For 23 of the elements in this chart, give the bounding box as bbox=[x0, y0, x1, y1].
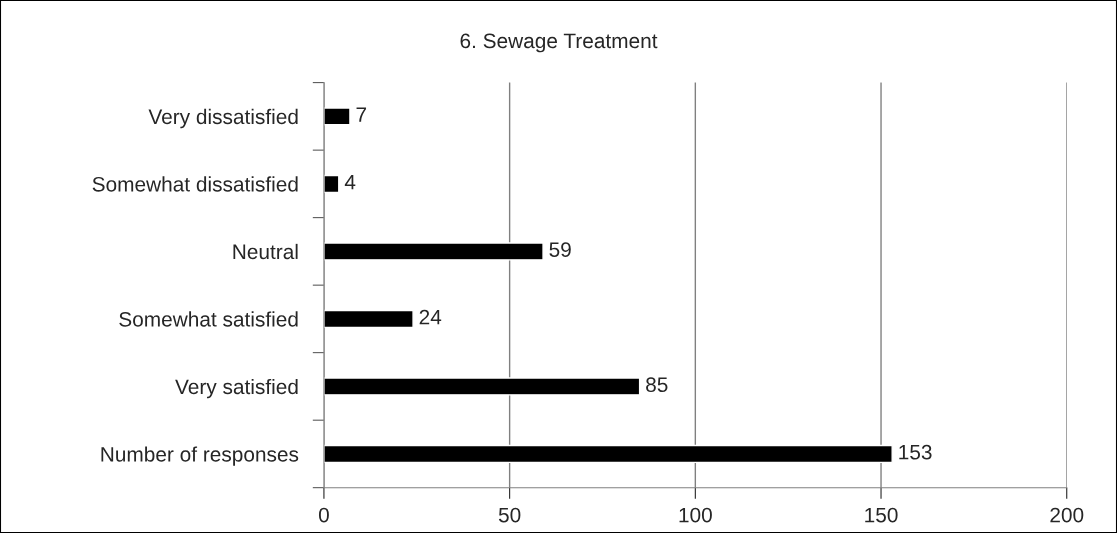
bar bbox=[323, 444, 893, 464]
data-label: 24 bbox=[419, 309, 442, 325]
y-tick-label: Very dissatisfied bbox=[148, 108, 298, 129]
y-tick-label: Somewhat dissatisfied bbox=[92, 176, 298, 192]
data-label: 7 bbox=[356, 107, 367, 122]
x-tick-label: 200 bbox=[1050, 507, 1084, 523]
y-tick-label: Somewhat satisfied bbox=[119, 311, 298, 327]
x-tick-label: 0 bbox=[318, 507, 329, 523]
bar bbox=[323, 107, 351, 126]
data-label: 153 bbox=[899, 444, 932, 460]
x-tick-label: 100 bbox=[679, 507, 712, 523]
bar bbox=[323, 377, 641, 396]
bar bbox=[323, 309, 414, 329]
y-tick-label: Neutral bbox=[233, 243, 298, 260]
chart-title: 6. Sewage Treatment bbox=[460, 33, 658, 53]
data-label: 4 bbox=[344, 174, 356, 190]
data-label: 85 bbox=[646, 377, 668, 393]
y-tick-label: Very satisfied bbox=[175, 378, 298, 399]
y-tick-label: Number of responses bbox=[101, 446, 299, 466]
bar bbox=[323, 242, 544, 261]
data-label: 59 bbox=[549, 242, 571, 257]
x-tick-label: 150 bbox=[865, 507, 898, 523]
x-tick-label: 50 bbox=[498, 507, 521, 523]
